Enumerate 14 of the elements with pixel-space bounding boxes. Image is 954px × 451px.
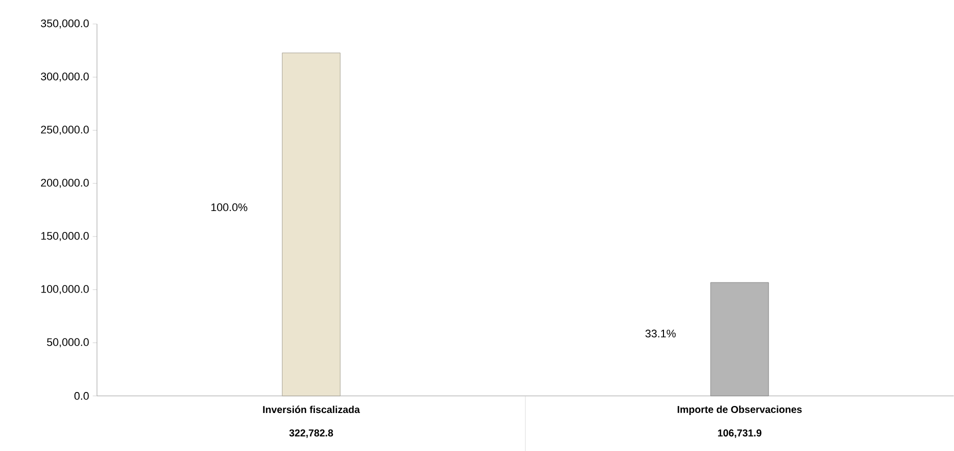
annotation: 100.0%	[211, 203, 248, 212]
y-tick-label: 350,000.0	[40, 19, 89, 28]
y-tick-label: 250,000.0	[41, 126, 89, 135]
y-tick-label: 150,000.0	[41, 232, 89, 241]
data-label: 106,731.9	[718, 429, 762, 438]
y-tick-label: 50,000.0	[47, 338, 89, 348]
y-tick-label: 300,000.0	[40, 72, 89, 82]
data-label: 322,782.8	[289, 429, 334, 438]
x-tick-label: Importe de Observaciones	[678, 406, 802, 415]
y-tick-label: 100,000.0	[41, 285, 89, 294]
y-tick-label: 0.0	[74, 392, 89, 400]
y-tick-label: 200,000.0	[41, 178, 89, 188]
annotation: 33.1%	[645, 330, 676, 338]
x-tick-label: Inversión fiscalizada	[263, 406, 360, 414]
